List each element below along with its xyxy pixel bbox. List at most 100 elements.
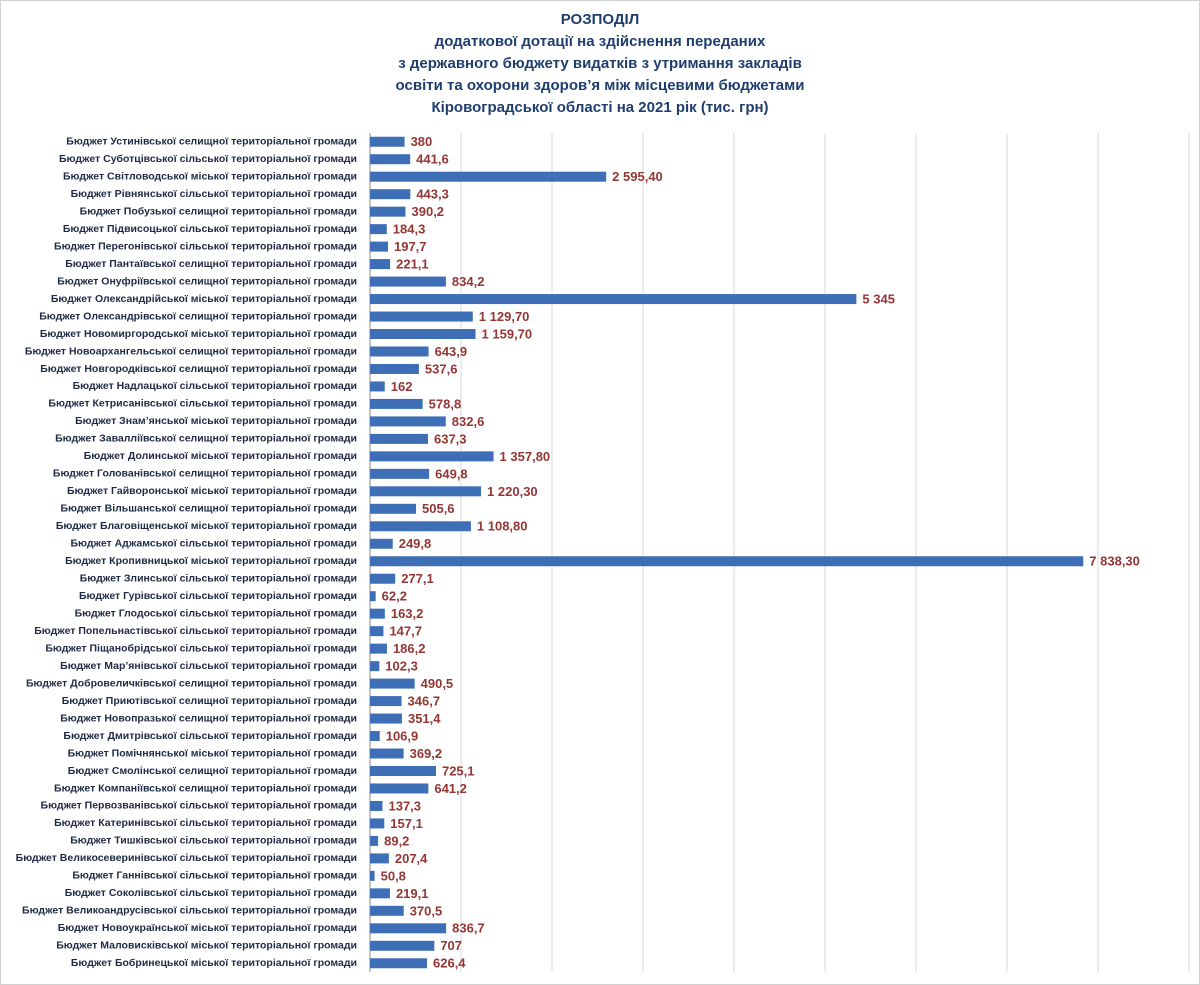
category-label: Бюджет Знам’янської міської територіальн…	[75, 415, 357, 427]
category-label: Бюджет Добровеличківської селищної терит…	[26, 677, 357, 689]
value-label: 505,6	[422, 501, 455, 516]
bar	[370, 556, 1084, 567]
bar	[370, 958, 428, 969]
bar	[370, 171, 607, 182]
value-label: 643,9	[435, 344, 468, 359]
category-label: Бюджет Катеринівської сільської територі…	[54, 817, 357, 829]
category-label: Бюджет Тишківської сільської територіаль…	[70, 835, 357, 847]
value-label: 147,7	[389, 624, 422, 639]
value-label: 836,7	[452, 921, 485, 936]
category-label: Бюджет Завалліївської селищної територіа…	[55, 433, 357, 445]
category-label: Бюджет Дмитрівської сільської територіал…	[63, 730, 357, 742]
bar	[370, 416, 446, 427]
value-label: 441,6	[416, 152, 449, 167]
bar	[370, 940, 435, 951]
category-label: Бюджет Помічнянської міської територіаль…	[68, 747, 357, 759]
value-label: 197,7	[394, 239, 427, 254]
bar	[370, 800, 383, 811]
bar	[370, 765, 436, 776]
bar	[370, 381, 385, 392]
chart-title: з державного бюджету видатків з утриманн…	[398, 55, 802, 72]
value-label: 1 129,70	[479, 309, 530, 324]
bar	[370, 626, 384, 637]
category-label: Бюджет Голованівської селищної територіа…	[53, 468, 357, 480]
value-label: 219,1	[396, 886, 429, 901]
category-label: Бюджет Благовіщенської міської територіа…	[56, 520, 357, 532]
bar	[370, 731, 380, 742]
bar	[370, 206, 406, 217]
category-label: Бюджет Онуфріївської селищної територіал…	[57, 275, 357, 287]
bar	[370, 398, 423, 409]
value-label: 186,2	[393, 641, 426, 656]
category-label: Бюджет Устинівської селищної територіаль…	[66, 136, 357, 148]
category-label: Бюджет Пантаївської селищної територіаль…	[65, 258, 357, 270]
value-label: 7 838,30	[1089, 554, 1140, 569]
value-label: 578,8	[429, 396, 462, 411]
category-label: Бюджет Маловисківської міської територіа…	[56, 940, 357, 952]
value-label: 102,3	[385, 659, 418, 674]
value-label: 346,7	[408, 694, 441, 709]
category-label: Бюджет Долинської міської територіальної…	[84, 450, 357, 462]
bar	[370, 311, 473, 322]
bar	[370, 853, 389, 864]
category-label: Бюджет Аджамської сільської територіальн…	[70, 538, 357, 550]
value-label: 725,1	[442, 763, 475, 778]
bar	[370, 923, 447, 934]
value-label: 157,1	[390, 816, 423, 831]
bar	[370, 591, 376, 602]
value-label: 1 357,80	[500, 449, 551, 464]
value-label: 1 220,30	[487, 484, 538, 499]
bar	[370, 136, 405, 147]
bar	[370, 696, 402, 707]
bar	[370, 329, 476, 340]
value-label: 649,8	[435, 466, 468, 481]
value-label: 370,5	[410, 903, 443, 918]
value-label: 490,5	[421, 676, 454, 691]
category-label: Бюджет Ганнівської сільської територіаль…	[72, 870, 357, 882]
category-label: Бюджет Приютівської селищної територіаль…	[62, 695, 357, 707]
bar	[370, 503, 417, 514]
bar	[370, 294, 857, 305]
value-label: 834,2	[452, 274, 485, 289]
value-label: 390,2	[412, 204, 445, 219]
category-label: Бюджет Великоандрусівської сільської тер…	[22, 905, 357, 917]
category-label: Бюджет Бобринецької міської територіальн…	[71, 957, 357, 969]
category-label: Бюджет Мар’янівської сільської територіа…	[60, 660, 357, 672]
bar	[370, 276, 446, 287]
value-label: 162	[391, 379, 413, 394]
chart-title: РОЗПОДІЛ	[561, 11, 640, 28]
category-label: Бюджет Піщанобрідської сільської територ…	[45, 642, 357, 654]
bar	[370, 346, 429, 357]
value-label: 2 595,40	[612, 169, 663, 184]
value-label: 641,2	[434, 781, 467, 796]
value-label: 707	[440, 938, 462, 953]
bar	[370, 468, 430, 479]
bar	[370, 783, 429, 794]
bar	[370, 241, 388, 252]
value-label: 221,1	[396, 257, 429, 272]
category-label: Бюджет Глодоської сільської територіальн…	[75, 607, 357, 619]
value-label: 443,3	[416, 187, 449, 202]
value-label: 380	[411, 134, 433, 149]
bar	[370, 870, 375, 881]
category-label: Бюджет Гайворонської міської територіаль…	[67, 485, 357, 497]
bar	[370, 608, 385, 619]
value-label: 249,8	[399, 536, 432, 551]
bar	[370, 154, 411, 165]
bar	[370, 538, 393, 549]
category-label: Бюджет Підвисоцької сільської територіал…	[63, 223, 357, 235]
bar	[370, 451, 494, 462]
bar	[370, 888, 390, 899]
value-label: 163,2	[391, 606, 424, 621]
value-label: 1 108,80	[477, 519, 528, 534]
category-label: Бюджет Світловодської міської територіал…	[63, 170, 357, 182]
category-label: Бюджет Суботцівської сільської територіа…	[59, 153, 357, 165]
bar	[370, 486, 482, 497]
bar	[370, 661, 380, 672]
category-label: Бюджет Кетрисанівської сільської територ…	[48, 398, 357, 410]
category-label: Бюджет Перегонівської сільської територі…	[54, 240, 357, 252]
value-label: 637,3	[434, 431, 467, 446]
value-label: 5 345	[862, 291, 895, 306]
bar	[370, 521, 471, 532]
